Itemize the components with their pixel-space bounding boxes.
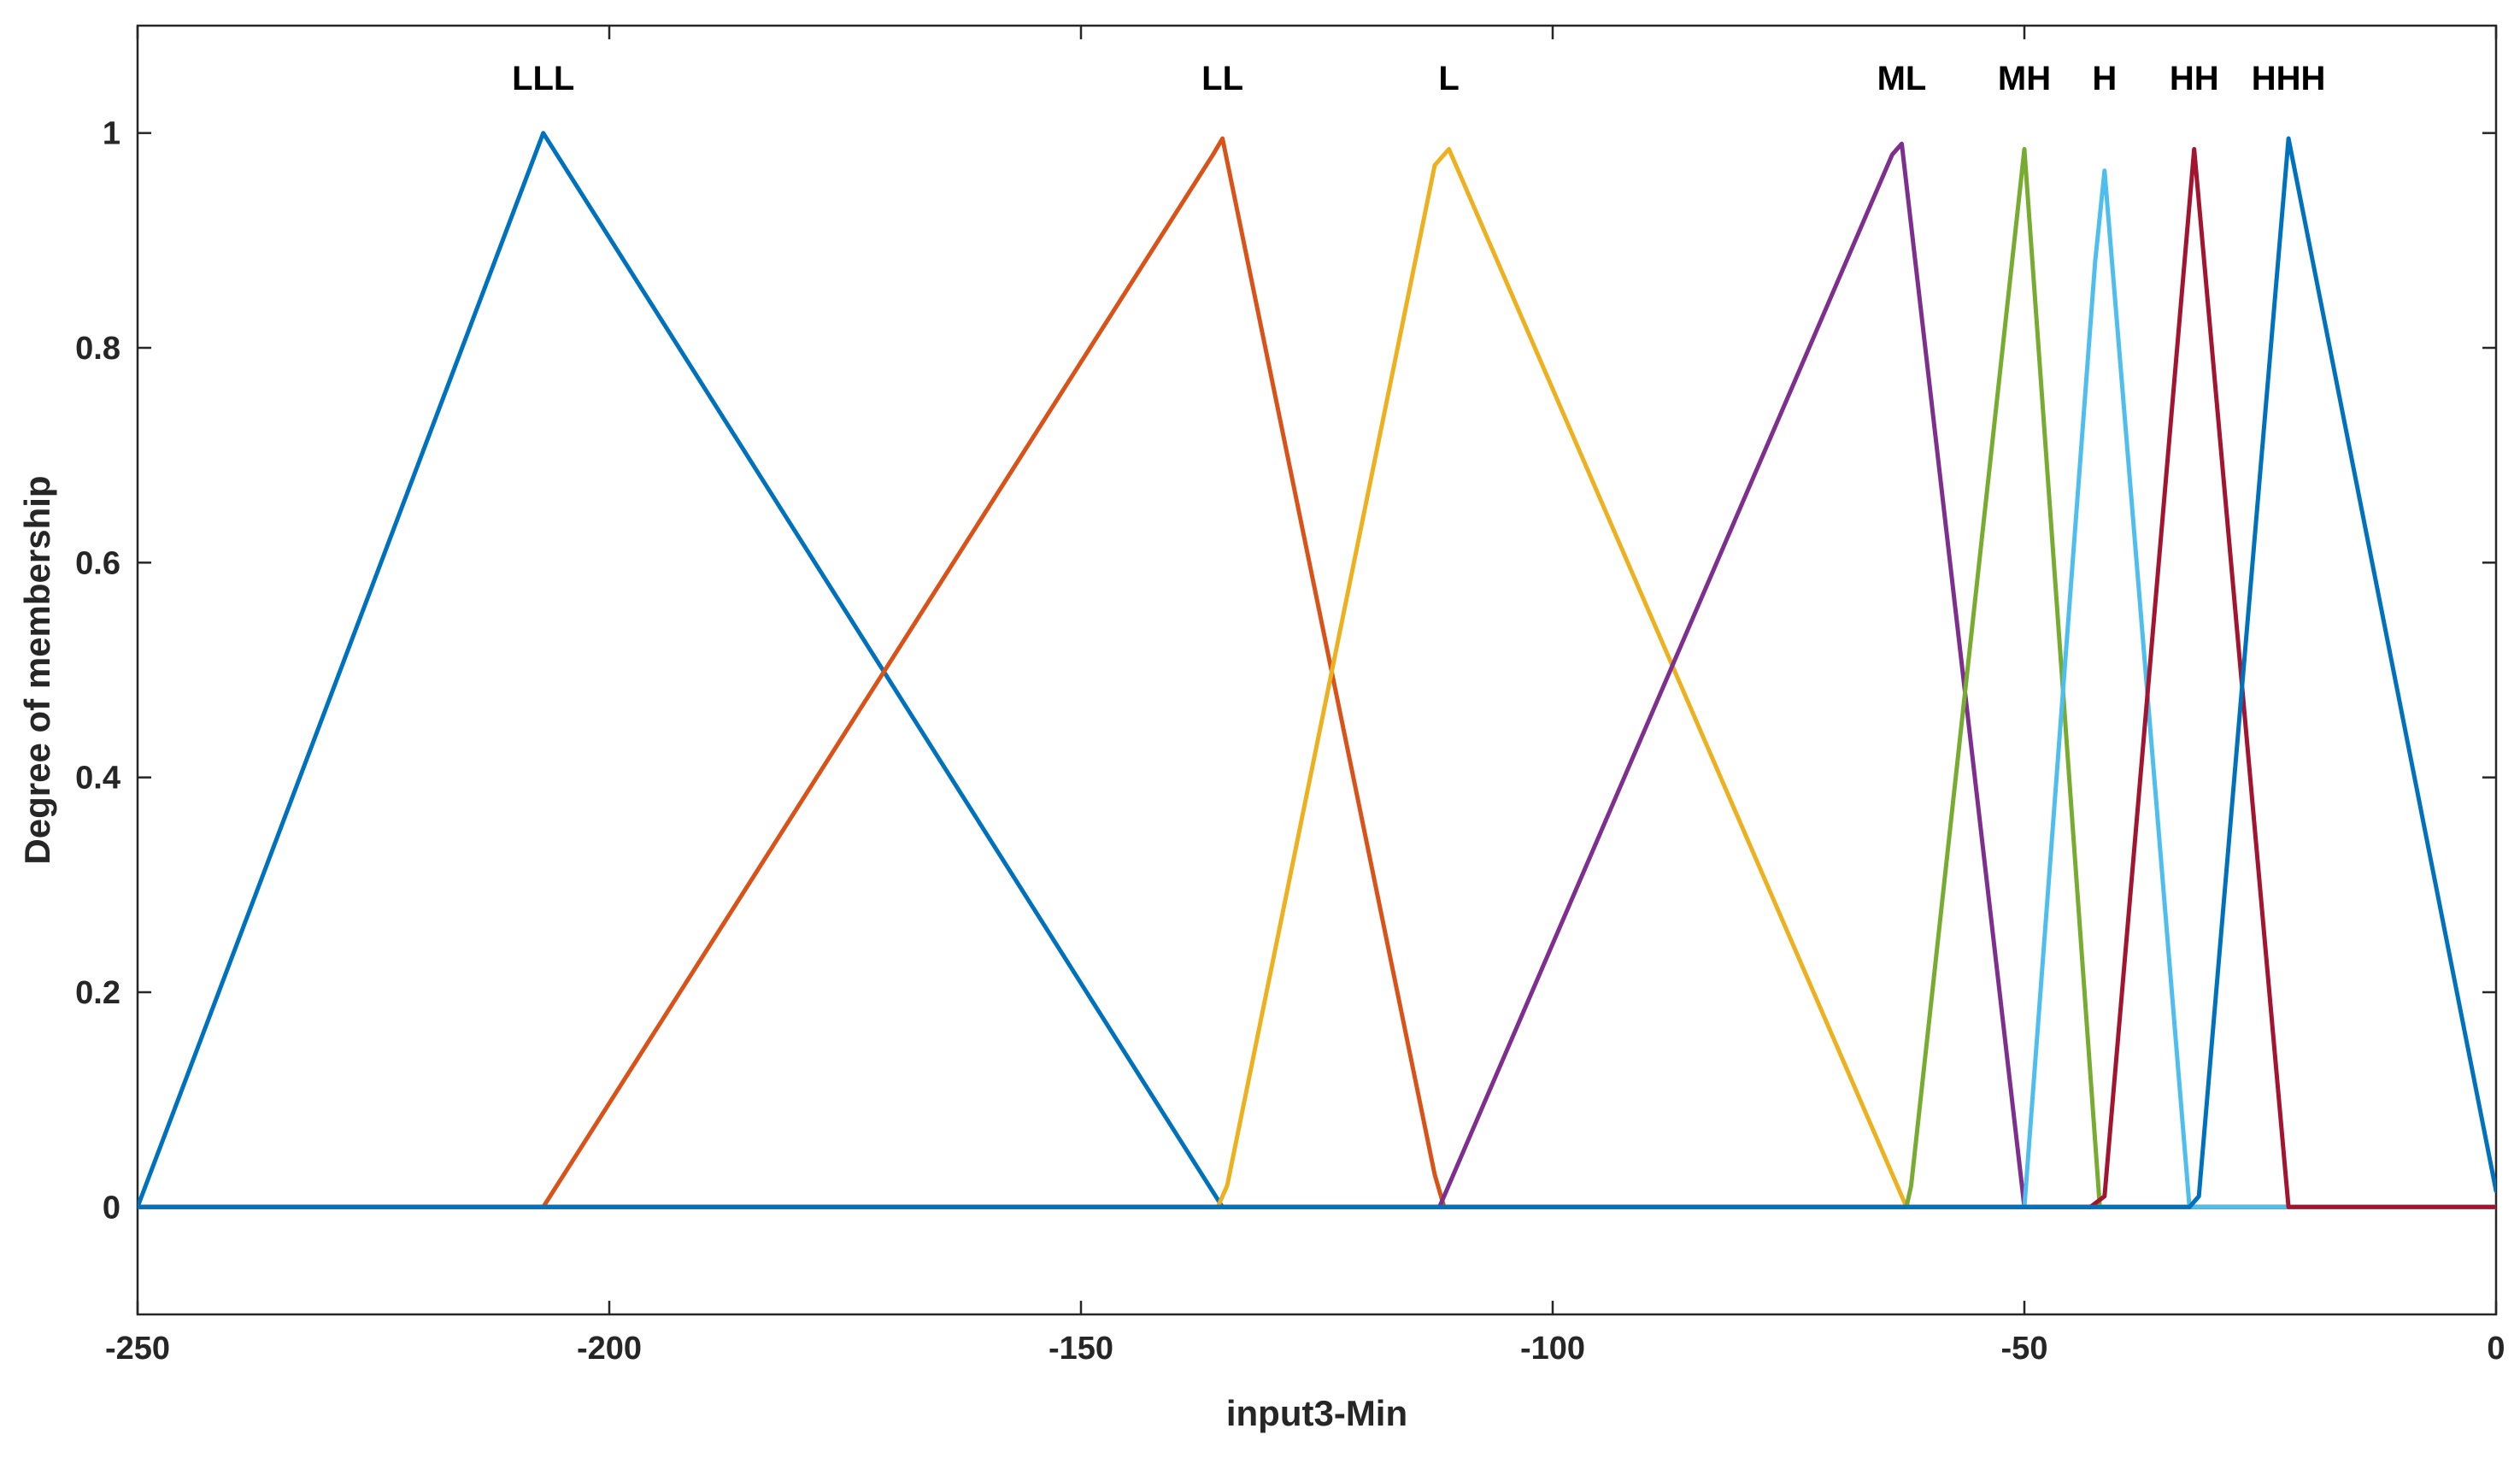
x-tick-label: -50 — [2001, 1331, 2048, 1367]
x-tick-label: -250 — [105, 1331, 170, 1367]
y-tick-label: 0 — [103, 1190, 120, 1226]
axes-box — [136, 24, 2498, 1316]
mf-label-ll: LL — [1201, 60, 1243, 97]
mf-label-ml: ML — [1877, 60, 1927, 97]
x-axis-label: input3-Min — [1226, 1393, 1407, 1433]
mf-label-lll: LLL — [512, 60, 574, 97]
y-tick-label: 0.6 — [75, 545, 120, 581]
y-tick-label: 0.4 — [75, 761, 120, 797]
mf-label-hhh: HHH — [2252, 60, 2326, 97]
mf-label-h: H — [2092, 60, 2117, 97]
x-tick-label: -200 — [577, 1331, 642, 1367]
y-axis-label: Degree of membership — [17, 475, 57, 864]
y-tick-label: 0.8 — [75, 331, 120, 367]
mf-label-hh: HH — [2170, 60, 2219, 97]
x-tick-label: -150 — [1049, 1331, 1113, 1367]
series-group — [138, 131, 2496, 1209]
mf-label-l: L — [1438, 60, 1459, 97]
mf-label-mh: MH — [1998, 60, 2051, 97]
x-tick-label: -100 — [1520, 1331, 1585, 1367]
y-tick-label: 1 — [103, 116, 120, 152]
x-tick-label: 0 — [2487, 1331, 2505, 1367]
series-line-hhh — [138, 136, 2496, 1209]
y-tick-label: 0.2 — [75, 975, 120, 1011]
